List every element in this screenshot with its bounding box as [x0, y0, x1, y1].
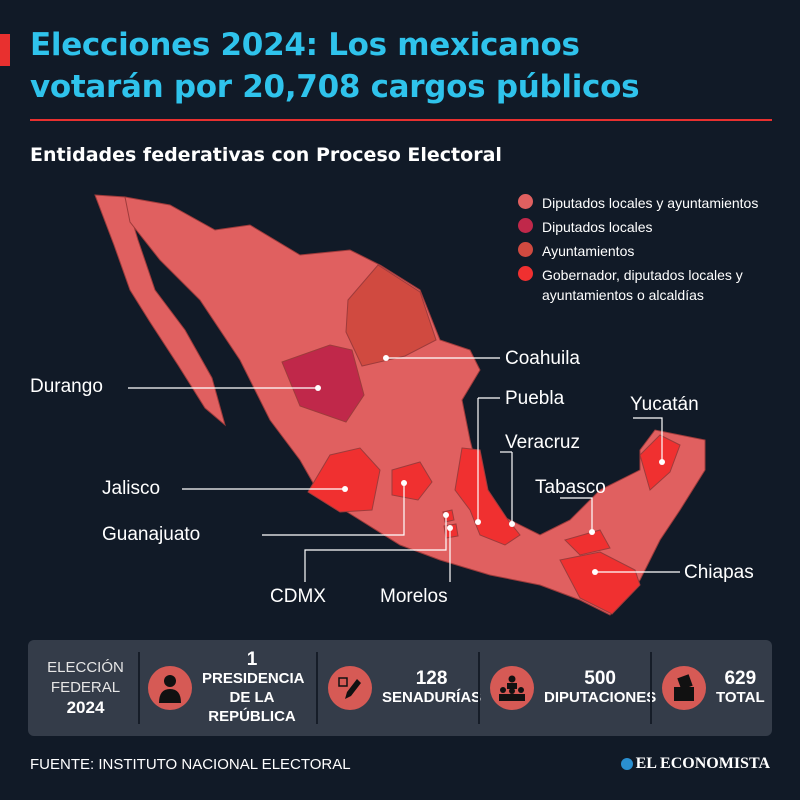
- state-jalisco: [307, 447, 381, 513]
- legend-item: Diputados locales y ayuntamientos: [518, 193, 772, 213]
- subtitle: Entidades federativas con Proceso Electo…: [30, 144, 502, 166]
- stat-senadurias: 128 SENADURÍAS: [328, 640, 482, 736]
- title-line-2: votarán por 20,708 cargos públicos: [30, 69, 640, 105]
- legend: Diputados locales y ayuntamientos Diputa…: [518, 193, 772, 309]
- state-tabasco: [564, 529, 611, 556]
- election-label: ELECCIÓN FEDERAL 2024: [38, 640, 133, 736]
- legend-label: Diputados locales: [542, 219, 653, 235]
- baja-peninsula: [94, 194, 226, 427]
- legend-swatch: [518, 266, 533, 281]
- label-chiapas: Chiapas: [684, 562, 754, 583]
- accent-bar: [0, 34, 10, 66]
- label-morelos: Morelos: [380, 586, 448, 607]
- label-jalisco: Jalisco: [102, 478, 161, 499]
- label-line-1: ELECCIÓN: [47, 659, 124, 676]
- state-coahuila: [345, 264, 437, 367]
- page-title: Elecciones 2024: Los mexicanos votarán p…: [30, 24, 640, 108]
- divider: [138, 652, 140, 724]
- title-divider: [30, 119, 772, 121]
- pencil-check-icon: [328, 666, 372, 710]
- label-line-2: FEDERAL: [50, 679, 121, 696]
- state-durango: [281, 344, 365, 423]
- divider: [316, 652, 318, 724]
- legend-swatch: [518, 218, 533, 233]
- stat-label: PRESIDENCIA DE LA REPÚBLICA: [202, 670, 305, 725]
- legend-label: Ayuntamientos: [542, 243, 635, 259]
- state-chiapas: [559, 551, 641, 615]
- label-year: 2024: [66, 698, 105, 717]
- label-yucatan: Yucatán: [630, 394, 699, 415]
- title-line-1: Elecciones 2024: Los mexicanos: [30, 27, 580, 63]
- label-durango: Durango: [30, 376, 103, 397]
- state-veracruz-puebla: [454, 447, 521, 546]
- legend-swatch: [518, 242, 533, 257]
- assembly-icon: [490, 666, 534, 710]
- legend-item: Gobernador, diputados locales y ayuntami…: [518, 265, 772, 305]
- ballot-box-icon: [662, 666, 706, 710]
- legend-swatch: [518, 194, 533, 209]
- stat-number: 500: [584, 668, 616, 689]
- legend-label: Gobernador, diputados locales y ayuntami…: [542, 267, 743, 303]
- label-veracruz: Veracruz: [505, 432, 580, 453]
- divider: [478, 652, 480, 724]
- label-tabasco: Tabasco: [535, 477, 606, 498]
- label-guanajuato: Guanajuato: [102, 524, 201, 545]
- legend-item: Ayuntamientos: [518, 241, 772, 261]
- legend-item: Diputados locales: [518, 217, 772, 237]
- stat-label: DIPUTACIONES: [544, 689, 657, 706]
- stat-presidencia: 1 PRESIDENCIA DE LA REPÚBLICA: [148, 640, 308, 736]
- stat-number: 128: [415, 668, 448, 689]
- logo-text: EL ECONOMISTA: [635, 755, 770, 772]
- stat-total: 629 TOTAL: [662, 640, 772, 736]
- leader-lines: [128, 357, 680, 582]
- stat-label: SENADURÍAS: [382, 689, 482, 706]
- label-puebla: Puebla: [505, 388, 565, 409]
- el-economista-logo: EL ECONOMISTA: [620, 755, 770, 773]
- state-guanajuato: [391, 461, 433, 501]
- stat-label: TOTAL: [716, 689, 765, 706]
- stat-number: 1: [246, 649, 258, 670]
- divider: [650, 652, 652, 724]
- legend-label: Diputados locales y ayuntamientos: [542, 195, 759, 211]
- label-coahuila: Coahuila: [505, 348, 580, 369]
- person-icon: [148, 666, 192, 710]
- source-note: FUENTE: INSTITUTO NACIONAL ELECTORAL: [30, 756, 351, 773]
- summary-panel: ELECCIÓN FEDERAL 2024 1 PRESIDENCIA DE LA…: [28, 640, 772, 736]
- globe-icon: [620, 758, 633, 770]
- stat-diputaciones: 500 DIPUTACIONES: [490, 640, 657, 736]
- stat-number: 629: [724, 668, 757, 689]
- label-cdmx: CDMX: [270, 586, 326, 607]
- mexico-map: [94, 194, 706, 616]
